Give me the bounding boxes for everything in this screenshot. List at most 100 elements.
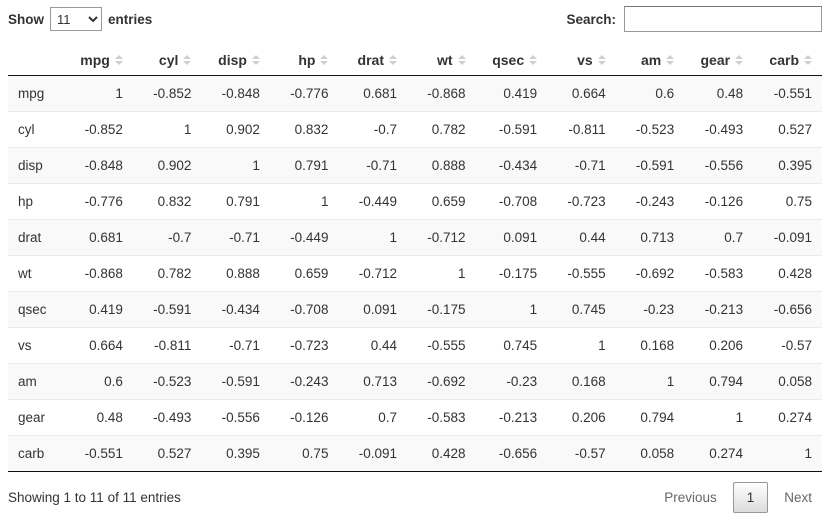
sort-both-icon [388, 55, 397, 65]
table-row-hp: hp -0.776 0.832 0.791 1 -0.449 0.659 -0.708 -0.7… [8, 183, 822, 220]
correlation-cell: 1 [475, 291, 548, 328]
table-row-cyl: cyl -0.852 1 0.902 0.832 -0.7 0.782 -0.591 -0.81… [8, 111, 822, 148]
correlation-cell: 1 [201, 147, 270, 184]
correlation-cell: -0.7 [338, 111, 407, 148]
correlation-cell: 0.7 [684, 219, 754, 256]
correlation-cell: 0.782 [406, 111, 476, 148]
column-header-drat[interactable]: drat [338, 45, 407, 76]
entries-label: entries [108, 11, 153, 27]
correlation-cell: 0.44 [338, 327, 407, 364]
column-header-hp[interactable]: hp [269, 45, 339, 76]
page-length-select[interactable]: 11 [50, 7, 102, 31]
correlation-cell: -0.71 [338, 147, 407, 184]
column-header-cyl[interactable]: cyl [132, 45, 202, 76]
correlation-cell: 0.832 [132, 183, 202, 220]
correlation-cell: -0.551 [64, 435, 133, 472]
correlation-cell: 0.888 [201, 255, 270, 292]
column-header-label: gear [700, 52, 731, 68]
correlation-cell: -0.692 [406, 363, 476, 400]
next-button[interactable]: Next [784, 490, 812, 505]
correlation-cell: -0.591 [615, 147, 685, 184]
correlation-cell: 0.527 [753, 111, 822, 148]
table-row-drat: drat 0.681 -0.7 -0.71 -0.449 1 -0.712 0.091 0.44… [8, 219, 822, 256]
correlation-cell: -0.852 [153, 86, 192, 101]
correlation-cell: 0.7 [338, 399, 407, 436]
correlation-cell: -0.591 [475, 111, 548, 148]
correlation-cell: -0.091 [338, 435, 407, 472]
column-header-wt[interactable]: wt [406, 45, 476, 76]
show-label: Show [8, 11, 44, 27]
correlation-cell: 0.681 [363, 86, 397, 101]
correlation-cell: 0.395 [201, 435, 270, 472]
table-row-vs: vs 0.664 -0.811 -0.71 -0.723 0.44 -0.555 0.745 1… [8, 327, 822, 364]
correlation-cell: -0.656 [475, 435, 548, 472]
row-label: vs [8, 327, 64, 364]
correlation-cell: 0.75 [753, 183, 822, 220]
correlation-cell: 1 [269, 183, 339, 220]
page-1-button[interactable]: 1 [732, 482, 769, 513]
correlation-cell: 0.664 [64, 327, 133, 364]
table-row-wt: wt -0.868 0.782 0.888 0.659 -0.712 1 -0.175 -0.5… [8, 255, 822, 292]
row-label: drat [8, 219, 64, 256]
correlation-cell: -0.556 [201, 399, 270, 436]
correlation-cell: -0.708 [475, 183, 548, 220]
correlation-cell: -0.712 [406, 219, 476, 256]
column-header-label: disp [218, 52, 247, 68]
column-header-qsec[interactable]: qsec [475, 45, 548, 76]
table-row-qsec: qsec 0.419 -0.591 -0.434 -0.708 0.091 -0.175 1 0… [8, 291, 822, 328]
correlation-cell: 0.6 [655, 86, 675, 101]
table-row-gear: gear 0.48 -0.493 -0.556 -0.126 0.7 -0.583 -0.21… [8, 399, 822, 436]
correlation-cell: 0.058 [615, 435, 685, 472]
correlation-cell: -0.175 [475, 255, 548, 292]
column-header-carb[interactable]: carb [753, 45, 822, 76]
correlation-cell: -0.712 [338, 255, 407, 292]
correlation-cell: -0.243 [269, 363, 339, 400]
correlation-cell: -0.583 [684, 255, 754, 292]
correlation-cell: -0.23 [615, 291, 685, 328]
correlation-cell: 0.395 [753, 147, 822, 184]
correlation-cell: -0.71 [547, 147, 616, 184]
correlation-cell: 1 [547, 327, 616, 364]
correlation-cell: -0.493 [132, 399, 202, 436]
correlation-cell: -0.723 [269, 327, 339, 364]
column-header-vs[interactable]: vs [547, 45, 616, 76]
column-header-disp[interactable]: disp [201, 45, 270, 76]
correlation-cell: -0.848 [64, 147, 133, 184]
correlation-cell: -0.71 [201, 327, 270, 364]
correlation-cell: 0.902 [132, 147, 202, 184]
correlation-cell: -0.175 [406, 291, 476, 328]
correlation-cell: 0.75 [269, 435, 339, 472]
correlation-cell: -0.723 [547, 183, 616, 220]
correlation-cell: 0.794 [684, 363, 754, 400]
table-head: mpg cyl disp hp drat wt qsec vs am gear carb [8, 45, 822, 76]
sort-both-icon [666, 55, 675, 65]
correlation-cell: -0.591 [201, 363, 270, 400]
corner-header-cell[interactable] [8, 45, 64, 76]
previous-button[interactable]: Previous [664, 490, 717, 505]
column-header-gear[interactable]: gear [684, 45, 754, 76]
correlation-cell: 0.745 [475, 327, 548, 364]
column-header-label: drat [357, 52, 384, 68]
column-header-label: hp [298, 52, 316, 68]
correlation-cell: 0.419 [503, 86, 538, 101]
search-input[interactable] [624, 6, 822, 32]
column-header-am[interactable]: am [615, 45, 685, 76]
correlation-cell: 0.6 [64, 363, 133, 400]
correlation-cell: 0.206 [547, 399, 616, 436]
column-header-label: cyl [158, 52, 179, 68]
row-label: hp [8, 183, 64, 220]
correlation-cell: 1 [615, 363, 685, 400]
column-header-mpg[interactable]: mpg [64, 45, 133, 76]
correlation-cell: 1 [132, 111, 202, 148]
correlation-cell: -0.126 [684, 183, 754, 220]
correlation-cell: 0.888 [406, 147, 476, 184]
correlation-cell: -0.523 [615, 111, 685, 148]
correlation-cell: 0.791 [269, 147, 339, 184]
pagination: Previous 1 Next [654, 482, 822, 513]
row-label: carb [8, 435, 64, 472]
correlation-cell: 1 [406, 255, 476, 292]
row-label: qsec [8, 291, 64, 328]
correlation-cell: 0.48 [716, 86, 744, 101]
correlation-cell: 0.44 [547, 219, 616, 256]
correlation-cell: -0.126 [269, 399, 339, 436]
